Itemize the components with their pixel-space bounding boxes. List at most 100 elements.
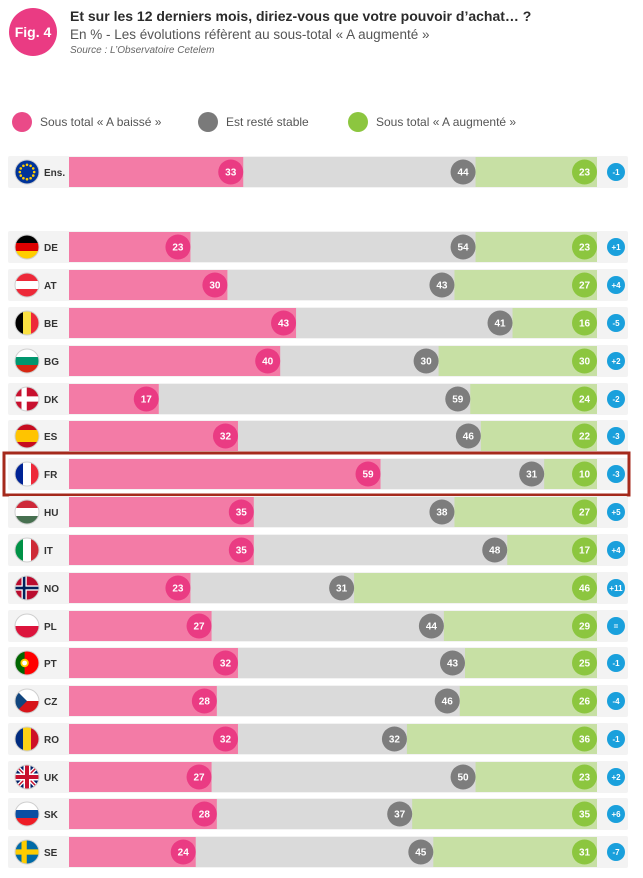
flag-stripe [15,424,39,431]
flag-se [14,839,40,865]
value-decreased-label: 23 [172,243,184,254]
flag-ring [14,726,40,752]
flag-cross [25,765,29,789]
country-label: DK [44,395,59,406]
flag-stripe [15,365,39,373]
flag-ring [14,499,40,525]
evolution-label: +6 [611,810,621,819]
value-stable-dot [450,159,476,185]
bar-stable [283,308,513,338]
country-label: BE [44,319,58,330]
value-increased-label: 23 [579,773,591,784]
value-decreased-dot [255,348,281,374]
value-stable-dot [329,575,355,601]
flag-fill [15,651,39,675]
bar-decreased [69,157,244,187]
country-label: CZ [44,697,57,708]
value-stable-dot [434,688,460,714]
value-increased-label: 17 [579,546,591,557]
country-label: BG [44,357,59,368]
value-stable-label: 45 [415,848,427,859]
value-increased-dot [572,499,597,525]
value-decreased-label: 24 [178,848,190,859]
value-decreased-dot [191,688,217,714]
value-stable-label: 43 [447,659,459,670]
flag-stripe [15,614,39,627]
flag-stripe [15,349,39,358]
flag-stripe [31,462,39,486]
value-increased-dot [572,159,597,185]
value-increased-label: 30 [579,357,591,368]
flag-triangle [15,689,27,713]
flag-stripe [23,538,32,562]
flag-stripe [15,508,39,517]
flag-fill [15,765,39,789]
evolution-label: -5 [612,319,620,328]
value-stable-label: 46 [463,432,475,443]
value-decreased-dot [170,839,196,865]
flag-stripe [15,235,39,244]
bar-stable [204,686,460,716]
evolution-label: = [614,622,619,631]
value-increased-label: 25 [579,659,591,670]
value-increased-dot [572,575,597,601]
bar-stable [241,497,455,527]
flag-emblem [22,660,27,666]
legend-item-increased: Sous total « A augmenté » [348,112,516,132]
evolution-dot [607,238,625,256]
flag-hu [14,499,40,525]
flag-dk [14,386,40,412]
flag-stripe [15,430,39,437]
flag-cross [21,840,27,864]
flag-ring [14,159,40,185]
flag-stripe [15,810,39,819]
flag-fill [15,462,39,486]
flag-cross-inner [15,586,39,590]
country-label: SK [44,810,59,821]
bar-stable [241,535,508,565]
flag-stripe [15,651,25,675]
evolution-label: -1 [612,168,620,177]
flag-stripe [15,243,39,252]
value-increased-label: 23 [579,168,591,179]
value-increased-dot [572,272,597,298]
value-stable-dot [381,726,407,752]
evolution-dot [607,503,625,521]
value-increased-label: 31 [579,848,591,859]
flag-star [25,177,29,181]
value-decreased-label: 35 [236,508,248,519]
value-decreased-dot [212,423,238,449]
flag-cross [21,387,27,411]
value-decreased-dot [228,499,254,525]
value-stable-label: 30 [421,357,433,368]
flag-fill [15,614,39,638]
evolution-dot [607,805,625,823]
flag-ring [14,234,40,260]
flag-stripe [15,626,39,638]
legend: Sous total « A baissé » Est resté stable… [0,112,643,136]
evolution-dot [607,654,625,672]
value-stable-dot [429,272,455,298]
bar-stable [177,232,476,262]
bar-stable [368,459,545,489]
flag-star [25,163,29,167]
country-label: IT [44,546,53,557]
value-decreased-label: 17 [141,395,153,406]
value-increased-label: 16 [579,319,591,330]
value-stable-dot [482,537,508,563]
value-decreased-label: 32 [220,735,232,746]
value-increased-label: 46 [579,584,591,595]
bar-stable [183,837,434,867]
flag-bg [14,348,40,374]
chart-title: Et sur les 12 derniers mois, diriez-vous… [70,8,532,24]
evolution-dot [607,163,625,181]
value-decreased-dot [191,801,217,827]
value-increased-label: 36 [579,735,591,746]
value-decreased-label: 35 [236,546,248,557]
country-label: FR [44,470,58,481]
evolution-label: -1 [612,735,620,744]
value-decreased-label: 28 [199,810,211,821]
value-increased-dot [572,537,597,563]
flag-star [19,174,23,177]
evolution-label: +1 [611,243,621,252]
